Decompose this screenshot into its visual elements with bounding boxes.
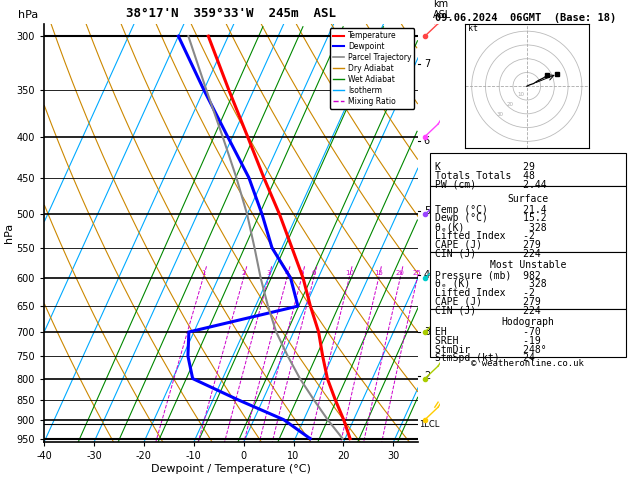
X-axis label: Dewpoint / Temperature (°C): Dewpoint / Temperature (°C) <box>151 464 311 474</box>
Text: PW (cm)        2.44: PW (cm) 2.44 <box>435 179 546 190</box>
Text: © weatheronline.co.uk: © weatheronline.co.uk <box>471 359 584 368</box>
Text: 10: 10 <box>345 270 353 276</box>
Text: 6: 6 <box>311 270 316 276</box>
Text: kt: kt <box>467 24 477 33</box>
Text: 20: 20 <box>507 102 514 107</box>
Text: K              29: K 29 <box>435 162 535 172</box>
Text: θₑ (K)          328: θₑ (K) 328 <box>435 279 546 289</box>
Text: CIN (J)        224: CIN (J) 224 <box>435 305 540 315</box>
Text: 20: 20 <box>396 270 404 276</box>
Text: 8: 8 <box>424 0 430 2</box>
Text: 3: 3 <box>424 327 430 337</box>
Text: 7: 7 <box>424 59 430 69</box>
Text: 25: 25 <box>413 270 421 276</box>
Text: 3: 3 <box>266 270 271 276</box>
Text: CIN (J)        224: CIN (J) 224 <box>435 248 540 259</box>
Text: Totals Totals  48: Totals Totals 48 <box>435 171 535 181</box>
Text: StmSpd (kt)    24: StmSpd (kt) 24 <box>435 353 535 364</box>
Text: 1: 1 <box>201 270 206 276</box>
Text: km
ASL: km ASL <box>433 0 452 20</box>
Text: Dewp (°C)      15.2: Dewp (°C) 15.2 <box>435 213 546 224</box>
Text: hPa: hPa <box>18 10 38 20</box>
Text: StmDir         248°: StmDir 248° <box>435 345 546 355</box>
Text: Mixing Ratio (g/kg): Mixing Ratio (g/kg) <box>448 187 458 279</box>
Text: 4: 4 <box>424 270 430 280</box>
Y-axis label: hPa: hPa <box>4 223 14 243</box>
Text: SREH           -19: SREH -19 <box>435 336 540 346</box>
Text: 38°17'N  359°33'W  245m  ASL: 38°17'N 359°33'W 245m ASL <box>126 7 336 20</box>
Text: CAPE (J)       279: CAPE (J) 279 <box>435 240 540 250</box>
Text: 1LCL: 1LCL <box>419 420 440 429</box>
Text: 5: 5 <box>424 206 430 216</box>
Text: 5: 5 <box>299 270 304 276</box>
Text: Hodograph: Hodograph <box>501 317 554 327</box>
Text: 2: 2 <box>424 371 430 382</box>
Text: EH             -70: EH -70 <box>435 327 540 337</box>
Text: 15: 15 <box>374 270 383 276</box>
Text: 10: 10 <box>517 92 524 97</box>
Text: Most Unstable: Most Unstable <box>489 260 566 270</box>
Text: Lifted Index   -2: Lifted Index -2 <box>435 288 535 298</box>
Text: 2: 2 <box>242 270 246 276</box>
Text: 4: 4 <box>285 270 289 276</box>
Text: θₑ(K)           328: θₑ(K) 328 <box>435 222 546 232</box>
Text: 30: 30 <box>497 112 504 117</box>
Text: Surface: Surface <box>507 194 548 205</box>
Text: 6: 6 <box>424 136 430 146</box>
Text: Pressure (mb)  982: Pressure (mb) 982 <box>435 270 540 280</box>
Text: Lifted Index   -2: Lifted Index -2 <box>435 231 535 241</box>
Legend: Temperature, Dewpoint, Parcel Trajectory, Dry Adiabat, Wet Adiabat, Isotherm, Mi: Temperature, Dewpoint, Parcel Trajectory… <box>330 28 415 109</box>
Text: CAPE (J)       279: CAPE (J) 279 <box>435 296 540 307</box>
Text: Temp (°C)      21.4: Temp (°C) 21.4 <box>435 205 546 215</box>
Text: 09.06.2024  06GMT  (Base: 18): 09.06.2024 06GMT (Base: 18) <box>435 13 616 23</box>
